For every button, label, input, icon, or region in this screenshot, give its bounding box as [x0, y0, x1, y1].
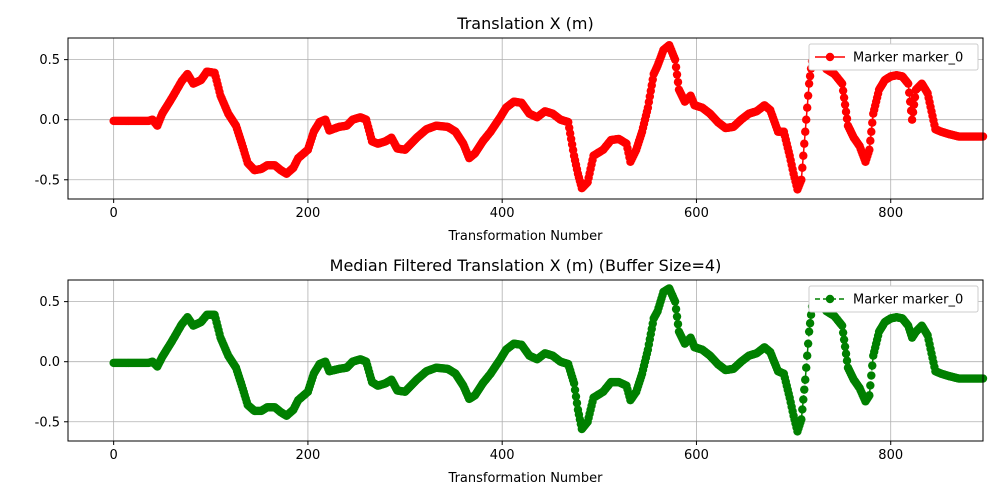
- top-legend-label: Marker marker_0: [853, 51, 963, 66]
- top-data-point: [838, 86, 848, 95]
- top-data-point: [802, 103, 812, 112]
- top-x-tick-label: 0: [110, 206, 118, 221]
- top-data-point: [865, 145, 874, 154]
- bottom-x-tick-label: 600: [684, 448, 709, 463]
- bottom-data-point: [838, 328, 848, 337]
- bottom-legend: Marker marker_0: [808, 285, 979, 313]
- top-data-point: [801, 127, 810, 136]
- bottom-plot-frame: [67, 279, 984, 442]
- bottom-data-point: [842, 356, 852, 365]
- top-chart-title: Translation X (m): [456, 14, 593, 33]
- bottom-data-point: [672, 312, 682, 321]
- bottom-data-point: [805, 319, 815, 328]
- bottom-xlabel: Transformation Number: [448, 471, 604, 486]
- bottom-gridlines: [68, 280, 983, 441]
- bottom-data-point: [840, 342, 850, 351]
- bottom-data-point: [801, 375, 810, 384]
- top-data-point: [672, 70, 682, 79]
- top-axes: 0 200 400 600 800 -0.5 0.0 0.5: [35, 37, 984, 221]
- top-data-point: [841, 107, 851, 116]
- top-data-point: [866, 136, 875, 145]
- bottom-y-tick-label: 0.0: [39, 355, 60, 370]
- top-chart: Translation X (m) 0 200 400 600 800 -0.5 0.0 0.…: [35, 14, 988, 244]
- bottom-data-point: [798, 405, 807, 414]
- top-data-point: [868, 118, 877, 127]
- bottom-data-point: [806, 310, 816, 320]
- top-data-point: [798, 163, 807, 172]
- bottom-data-point: [673, 319, 683, 329]
- top-data-point: [907, 115, 917, 124]
- top-legend: Marker marker_0: [808, 43, 979, 71]
- top-data-point: [803, 91, 813, 100]
- top-data-point: [842, 114, 852, 123]
- top-data-point: [908, 107, 918, 117]
- top-data-point: [670, 55, 680, 64]
- bottom-data-point: [841, 349, 851, 358]
- top-y-tick-label: 0.5: [39, 53, 60, 68]
- bottom-data-point: [670, 297, 680, 306]
- bottom-legend-label: Marker marker_0: [853, 293, 963, 308]
- bottom-legend-box: [808, 285, 979, 313]
- bottom-data-point: [569, 379, 579, 388]
- bottom-chart: Median Filtered Translation X (m) (Buffe…: [35, 256, 988, 486]
- bottom-data-point: [802, 351, 812, 360]
- top-x-tick-label: 600: [684, 206, 709, 221]
- bottom-data-point: [837, 321, 847, 330]
- top-data-point: [802, 115, 811, 124]
- top-data-point: [671, 62, 681, 72]
- bottom-axes: 0 200 400 600 800 -0.5 0.0 0.5: [35, 279, 984, 463]
- top-x-tick-label: 800: [878, 206, 903, 221]
- bottom-data-point: [803, 339, 813, 348]
- bottom-data-point: [797, 415, 806, 424]
- bottom-x-tick-label: 800: [878, 448, 903, 463]
- top-data-point: [840, 100, 850, 109]
- top-plot-frame: [67, 37, 984, 200]
- bottom-data-point: [800, 385, 809, 394]
- bottom-data-point: [799, 395, 808, 404]
- bottom-x-tick-label: 400: [490, 448, 515, 463]
- top-y-tick-label: -0.5: [35, 173, 60, 188]
- top-legend-box: [808, 43, 979, 71]
- top-data-point: [904, 88, 914, 97]
- top-data-point: [910, 92, 920, 102]
- bottom-chart-title: Median Filtered Translation X (m) (Buffe…: [330, 256, 722, 275]
- bottom-data-point: [804, 327, 814, 336]
- top-legend-marker: [825, 52, 835, 62]
- bottom-data-point: [867, 371, 876, 380]
- bottom-data-point: [868, 361, 877, 370]
- top-data-point: [867, 127, 876, 136]
- top-data-point: [800, 139, 809, 148]
- bottom-data-point: [802, 363, 811, 372]
- top-data-point: [804, 79, 814, 88]
- bottom-x-tick-label: 200: [296, 448, 321, 463]
- top-data-point: [805, 71, 815, 81]
- bottom-data-point: [571, 392, 581, 401]
- top-data-point: [839, 93, 849, 102]
- top-xlabel: Transformation Number: [448, 229, 604, 244]
- bottom-y-tick-label: -0.5: [35, 415, 60, 430]
- top-data-point: [909, 100, 919, 109]
- top-data-point: [799, 151, 808, 160]
- bottom-data-point: [671, 304, 681, 314]
- top-data-point: [837, 79, 847, 88]
- bottom-y-tick-label: 0.5: [39, 295, 60, 310]
- bottom-data-point: [839, 335, 849, 344]
- top-y-tick-label: 0.0: [39, 113, 60, 128]
- top-data-point: [797, 175, 806, 184]
- bottom-data-point: [866, 381, 875, 390]
- top-data-point: [904, 79, 913, 88]
- bottom-data-point: [570, 385, 580, 395]
- bottom-data-point: [865, 391, 874, 400]
- bottom-series-layer: [109, 284, 988, 436]
- bottom-data-point: [572, 398, 582, 408]
- bottom-x-tick-label: 0: [110, 448, 118, 463]
- bottom-legend-marker: [825, 294, 835, 304]
- top-x-tick-label: 200: [296, 206, 321, 221]
- top-data-point: [673, 77, 683, 87]
- top-x-tick-label: 400: [490, 206, 515, 221]
